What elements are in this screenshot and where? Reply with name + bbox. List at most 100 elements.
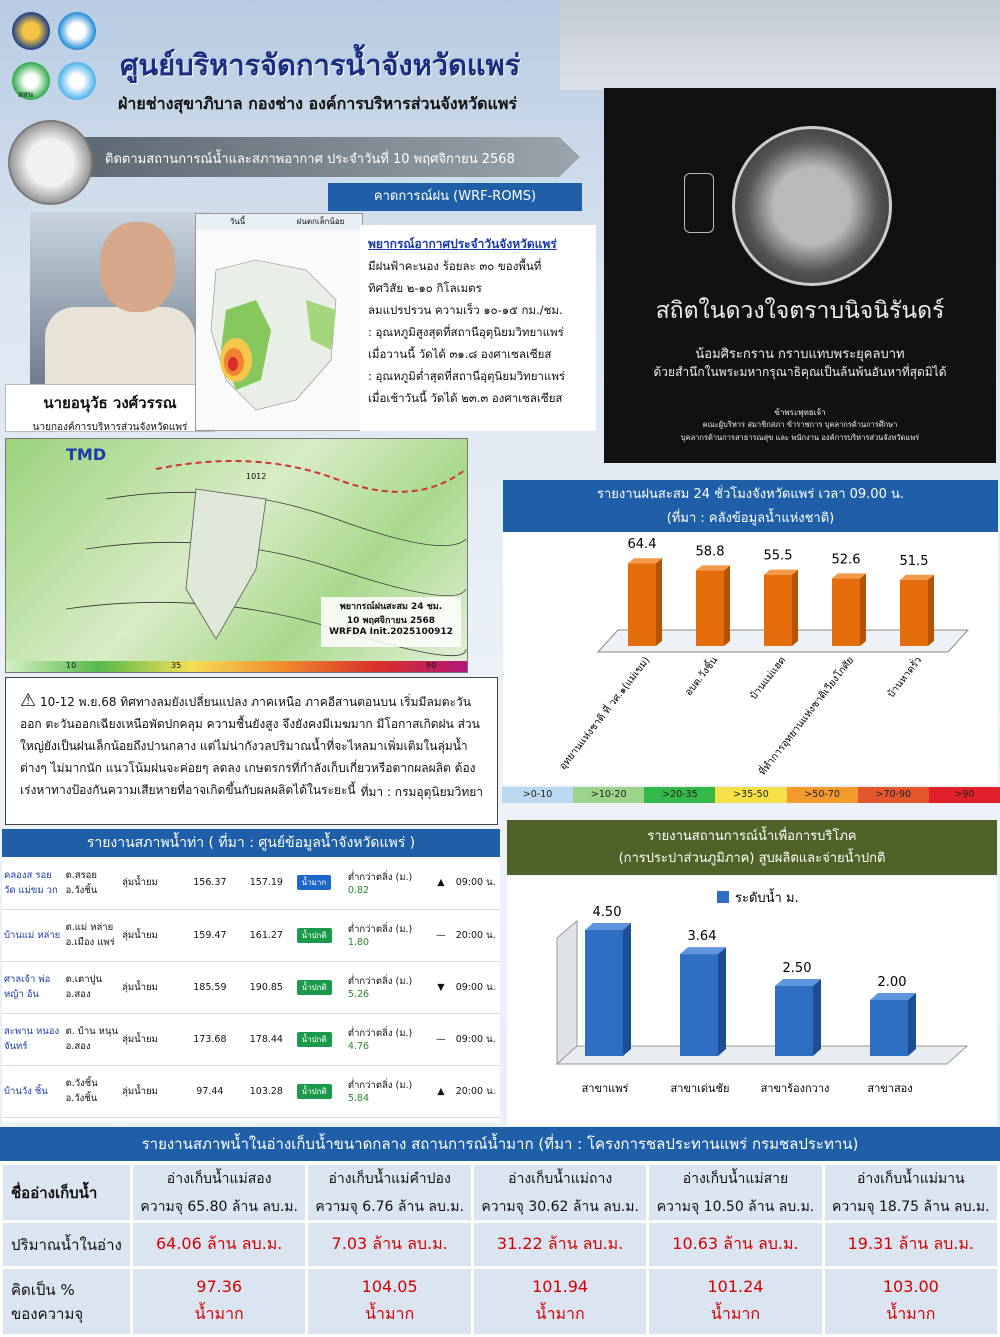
bar-category-label: บ้านหาดรั่ว [883, 653, 924, 700]
bar [870, 1000, 908, 1056]
tmd-scale-10: 10 [66, 661, 77, 670]
page-subtitle: ฝ่ายช่างสุขาภิบาล กองช่าง องค์การบริหารส… [118, 94, 517, 113]
diff-cell: ต่ำกว่าตลิ่ง (ม.) 5.26 [345, 961, 429, 1014]
bar-value-label: 3.64 [688, 929, 717, 944]
reservoir-name: อ่างเก็บน้ำแม่สาย [682, 1170, 789, 1187]
time-cell: 09:00 น. [453, 1013, 500, 1066]
reservoir-pct-label1: คิดเป็น % [11, 1280, 75, 1299]
consumption-heading1: รายงานสถานการณ์น้ำเพื่อการบริโภค [647, 829, 857, 844]
water-agency-logo-icon [58, 12, 96, 50]
forecast-line: มีฝนฟ้าคะนอง ร้อยละ ๓๐ ของพื้นที่ [368, 259, 542, 273]
diff-value: 4.76 [347, 1041, 370, 1052]
trend-icon: ▲ [428, 857, 454, 910]
diff-value: 5.84 [347, 1093, 370, 1104]
mourning-panel: สถิตในดวงใจตราบนิจนิรันดร์ น้อมศิระกราน … [604, 88, 996, 463]
bar [775, 986, 813, 1056]
reservoir-capacity: ความจุ 6.76 ล้าน ลบ.ม. [315, 1198, 464, 1215]
bar-top [775, 979, 821, 986]
hii-logo-icon: สสน [12, 62, 50, 100]
diff-label: ต่ำกว่าตลิ่ง (ม.) [347, 871, 413, 883]
reservoir-name: อ่างเก็บน้ำแม่มาน [857, 1170, 965, 1187]
mourning-sign2: คณะผู้บริหาร สมาชิกสภา ข้าราชการ บุคลากร… [702, 420, 898, 429]
consumption-heading: รายงานสถานการณ์น้ำเพื่อการบริโภค (การประ… [507, 820, 997, 875]
reservoir-pct: 103.00 [882, 1276, 939, 1296]
basin-cell: ลุ่มน้ำยม [120, 1013, 182, 1066]
photo-head [100, 222, 175, 312]
status-cell: น้ำปกติ [294, 1013, 346, 1066]
bank-cell: 190.85 [238, 961, 295, 1014]
mourning-line1: น้อมศิระกราน กราบแทบพระยุคลบาท [695, 347, 905, 362]
bar-top [628, 558, 662, 564]
bar [585, 930, 623, 1056]
tmd-scale-35: 35 [171, 661, 182, 670]
bar-value-label: 52.6 [832, 552, 861, 567]
time-cell: 09:00 น. [453, 857, 500, 910]
bar-value-label: 4.50 [593, 905, 622, 920]
rain-heading: รายงานฝนสะสม 24 ชั่วโมงจังหวัดแพร่ เวลา … [503, 480, 998, 532]
rain-chart: 64.4 อุทยานแห่งชาติ ที่ วศ.๑(แม่เขม) 58.8 อ… [503, 532, 998, 785]
forecast-line: เมื่อเช้าวันนี้ วัดได้ ๒๓.๓ องศาเซลเซียส [368, 391, 563, 405]
level-cell: 159.47 [181, 909, 239, 962]
water-level-heading: รายงานสภาพน้ำท่า ( ที่มา : ศูนย์ข้อมูลน้… [2, 829, 500, 857]
diff-label: ต่ำกว่าตลิ่ง (ม.) [347, 1080, 413, 1091]
bank-cell: 161.27 [238, 909, 295, 962]
trend-icon: — [428, 1013, 454, 1066]
rain-chart-svg: 64.4 อุทยานแห่งชาติ ที่ วศ.๑(แม่เขม) 58.8 อ… [555, 537, 970, 778]
bar-value-label: 2.50 [783, 961, 812, 976]
forecast-line: : อุณหภูมิสูงสุดที่สถานีอุตุนิยมวิทยาแพร… [368, 325, 564, 339]
bar-top [585, 923, 631, 930]
reservoir-capacity: ความจุ 18.75 ล้าน ลบ.ม. [832, 1198, 990, 1215]
diff-value: 5.26 [347, 989, 370, 1000]
weather-notice: ⚠ 10-12 พ.ย.68 ทิศทางลมยังเปลี่ยนแปลง ภา… [5, 677, 498, 825]
location-cell: ต. บ้าน หนุน อ.สอง [63, 1013, 121, 1066]
reservoir-pct-cell: 103.00 น้ำมาก [821, 1266, 1000, 1337]
reservoir-name-cell: อ่างเก็บน้ำแม่ถาง ความจุ 30.62 ล้าน ลบ.ม. [470, 1162, 650, 1223]
station-cell: บ้านวัง ชิ้น [2, 1065, 64, 1118]
reservoir-pct: 101.94 [532, 1276, 589, 1296]
bar [680, 954, 718, 1056]
bar-value-label: 58.8 [696, 544, 725, 559]
reservoir-volume: 10.63 ล้าน ลบ.ม. [646, 1220, 825, 1269]
reservoir-capacity: ความจุ 10.50 ล้าน ลบ.ม. [656, 1198, 815, 1215]
diff-label: ต่ำกว่าตลิ่ง (ม.) [347, 924, 413, 935]
wrf-heading: คาดการณ์ฝน (WRF-ROMS) [328, 183, 582, 211]
bar-top [680, 947, 726, 955]
trend-icon: ▲ [428, 1065, 454, 1118]
tmd-scale: 10 35 90 [6, 661, 467, 672]
tmd-isobar-svg [65, 460, 467, 657]
bar-category-label: สาขาร้องกวาง [761, 1082, 830, 1095]
bar [628, 563, 656, 646]
bar-value-label: 51.5 [900, 554, 929, 569]
wrf-tab-today: วันนี้ [229, 217, 246, 226]
reservoir-volume: 31.22 ล้าน ลบ.ม. [470, 1220, 650, 1269]
notice-text: 10-12 พ.ย.68 ทิศทางลมยังเปลี่ยนแปลง ภาคเ… [20, 695, 480, 797]
basin-cell: ลุ่มน้ำยม [120, 1065, 182, 1118]
reservoir-capacity: ความจุ 65.80 ล้าน ลบ.ม. [140, 1198, 298, 1215]
legend-item: >90 [928, 787, 1000, 803]
wrf-tab-light: ฝนตกเล็กน้อย [296, 217, 345, 226]
wrf-rain-map-svg [196, 230, 362, 430]
status-badge: น้ำปกติ [296, 1083, 332, 1099]
bar-side [792, 569, 798, 646]
bar-top [870, 993, 916, 1000]
bar-value-label: 55.5 [764, 549, 793, 564]
wrf-map: วันนี้ ฝนตกเล็กน้อย [195, 213, 363, 431]
table-row: สะพาน หนอง จันทร์ ต. บ้าน หนุน อ.สอง ลุ่มน… [2, 1013, 500, 1066]
bar-category-label: อุทยานแห่งชาติ ที่ วศ.๑(แม่เขม) [555, 653, 652, 772]
date-banner: ติดตามสถานการณ์น้ำและสภาพอากาศ ประจำวันท… [60, 137, 580, 177]
tmd-label-box: พยากรณ์ฝนสะสม 24 ชม. 10 พฤศจิกายน 2568 W… [321, 597, 461, 647]
reservoir-heading: รายงานสภาพน้ำในอ่างเก็บน้ำขนาดกลาง สถานก… [0, 1127, 1000, 1161]
diff-cell: ต่ำกว่าตลิ่ง (ม.) 1.80 [345, 909, 429, 962]
reservoir-name-cell: อ่างเก็บน้ำแม่คำปอง ความจุ 6.76 ล้าน ลบ.ม… [305, 1162, 474, 1223]
bar-category-label: สาขาแพร่ [582, 1082, 629, 1095]
location-cell: ต.แม่ หล่าย อ.เมือง แพร่ [63, 909, 121, 962]
pao-seal-icon [8, 120, 93, 205]
consumption-chart-svg: ระดับน้ำ ม. 4.50 สาขาแพร่ 3.64 สาขาเด่นชัย 2.… [555, 888, 969, 1095]
reservoir-name: อ่างเก็บน้ำแม่สอง [166, 1170, 272, 1187]
reservoir-name-cell: อ่างเก็บน้ำแม่สายความจุ 10.50 ล้าน ลบ.ม. [646, 1162, 825, 1223]
station-cell: คลองส รอย วัด แม่ขม วก [2, 857, 64, 910]
mourning-sign3: บุคลากรด้านการสาธารณสุข และ พนักงาน องค์… [680, 433, 920, 442]
legend-swatch [717, 891, 729, 903]
time-cell: 09:00 น. [453, 961, 500, 1014]
reservoir-status: น้ำมาก [365, 1303, 415, 1323]
